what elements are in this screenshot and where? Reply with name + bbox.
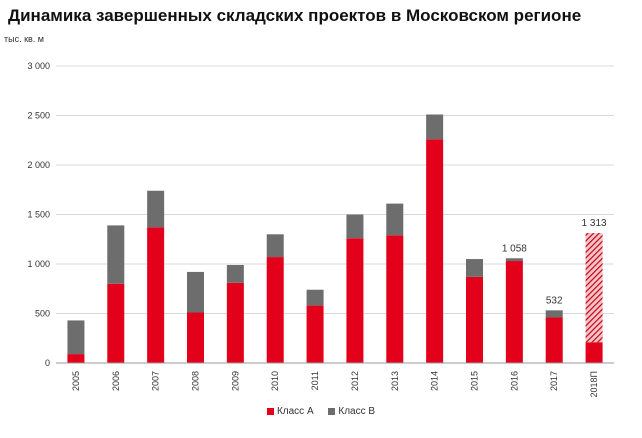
bar-segment-class-b: [67, 320, 85, 355]
bar-segment-class-a: [585, 342, 603, 363]
y-tick-label: 1 000: [27, 259, 50, 269]
x-tick-label: 2006: [111, 371, 121, 391]
y-tick-label: 3 000: [27, 61, 50, 71]
legend-swatch-class-b: [328, 408, 336, 415]
x-tick-label: 2015: [470, 371, 480, 391]
data-label: 1 058: [502, 243, 527, 254]
data-label: 532: [546, 295, 563, 306]
x-tick-label: 2014: [430, 371, 440, 391]
bar-segment-class-a: [466, 276, 483, 363]
bar-segment-class-a: [67, 354, 85, 363]
bar-segment-class-b: [147, 190, 165, 228]
bar-segment-class-a: [386, 235, 404, 363]
bar-segment-class-a: [266, 257, 284, 363]
x-tick-label: 2013: [390, 371, 400, 391]
bar-segment-class-a: [545, 317, 563, 363]
legend-label-class-b: Класс В: [338, 406, 376, 417]
y-tick-label: 0: [45, 358, 50, 368]
bar-segment-class-b: [187, 271, 204, 313]
y-tick-label: 2 000: [27, 160, 50, 170]
bar-segment-class-b: [306, 289, 324, 306]
data-label: 1 313: [582, 218, 607, 229]
bar-segment-class-b: [346, 214, 364, 239]
legend-item-class-b: Класс В: [328, 406, 375, 417]
legend-item-class-a: Класс А: [266, 406, 314, 417]
bar-segment-class-b: [226, 264, 244, 283]
bar-segment-class-a: [107, 283, 125, 363]
bar-segment-class-b: [505, 258, 523, 262]
bar-segment-class-b: [545, 310, 563, 318]
x-tick-label: 2017: [549, 371, 559, 391]
bar-segment-class-b: [266, 234, 284, 258]
x-tick-label: 2012: [350, 371, 360, 391]
bar-segment-class-a: [226, 282, 244, 363]
bar-segment-class-a: [426, 139, 444, 363]
x-tick-label: 2009: [230, 371, 240, 391]
x-tick-label: 2007: [151, 371, 161, 391]
bar-segment-class-b: [107, 225, 125, 284]
x-tick-label: 2018П: [589, 371, 599, 398]
x-tick-label: 2008: [191, 371, 201, 391]
legend-label-class-a: Класс А: [276, 406, 314, 417]
bar-segment-class-b: [386, 203, 404, 236]
chart-title: Динамика завершенных складских проектов …: [8, 6, 582, 25]
bar-chart: 0 500 1 000 1 500 2 000 2 500 3 000 2005 2006 200…: [27, 61, 614, 398]
bar-segment-class-a: [306, 305, 324, 363]
y-tick-label: 1 500: [27, 210, 50, 220]
bar-segment-class-a: [346, 238, 364, 363]
bar-segment-class-b: [466, 259, 483, 277]
data-labels: 1 058 532 1 313: [502, 218, 607, 306]
bar-segment-class-a: [147, 227, 165, 363]
bar-segment-class-a: [187, 312, 204, 363]
bars: [67, 114, 603, 363]
bar-segment-class-a: [505, 261, 523, 363]
gridlines: [56, 65, 614, 314]
legend: Класс А Класс В: [0, 406, 642, 418]
y-tick-label: 2 500: [27, 111, 50, 121]
y-tick-label: 500: [35, 309, 50, 319]
x-tick-label: 2011: [310, 371, 320, 390]
bar-segment-forecast: [585, 233, 603, 343]
x-tick-label: 2010: [270, 371, 280, 391]
y-axis-unit-label: тыс. кв. м: [4, 34, 44, 44]
bar-segment-class-b: [426, 114, 444, 140]
x-tick-label: 2005: [71, 371, 81, 391]
axes: 0 500 1 000 1 500 2 000 2 500 3 000 2005 2006 200…: [27, 61, 614, 398]
legend-swatch-class-a: [266, 408, 274, 415]
x-tick-label: 2016: [509, 371, 519, 391]
